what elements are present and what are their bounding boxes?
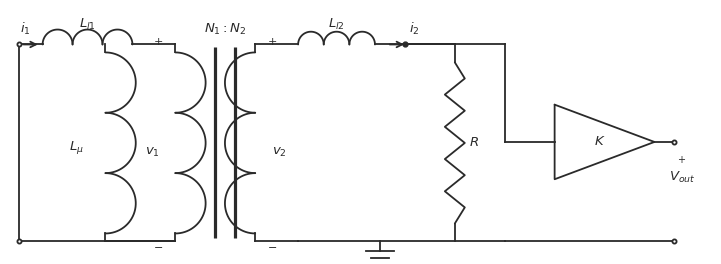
Text: $L_{l1}$: $L_{l1}$ [79, 16, 96, 31]
Text: $i_2$: $i_2$ [409, 21, 420, 37]
Text: $N_1:N_2$: $N_1:N_2$ [204, 22, 247, 37]
Text: $V_{out}$: $V_{out}$ [669, 170, 696, 185]
Text: +: + [267, 37, 277, 48]
Text: $v_1$: $v_1$ [146, 146, 160, 159]
Text: $-$: $-$ [154, 241, 164, 251]
Text: $K$: $K$ [594, 135, 606, 148]
Text: +: + [678, 155, 686, 165]
Text: $-$: $-$ [267, 241, 278, 251]
Text: $L_{l2}$: $L_{l2}$ [328, 16, 345, 31]
Text: $L_\mu$: $L_\mu$ [68, 139, 84, 156]
Text: $v_2$: $v_2$ [272, 146, 287, 159]
Text: $R$: $R$ [469, 136, 479, 149]
Text: $i_1$: $i_1$ [19, 21, 30, 37]
Text: +: + [154, 37, 163, 48]
